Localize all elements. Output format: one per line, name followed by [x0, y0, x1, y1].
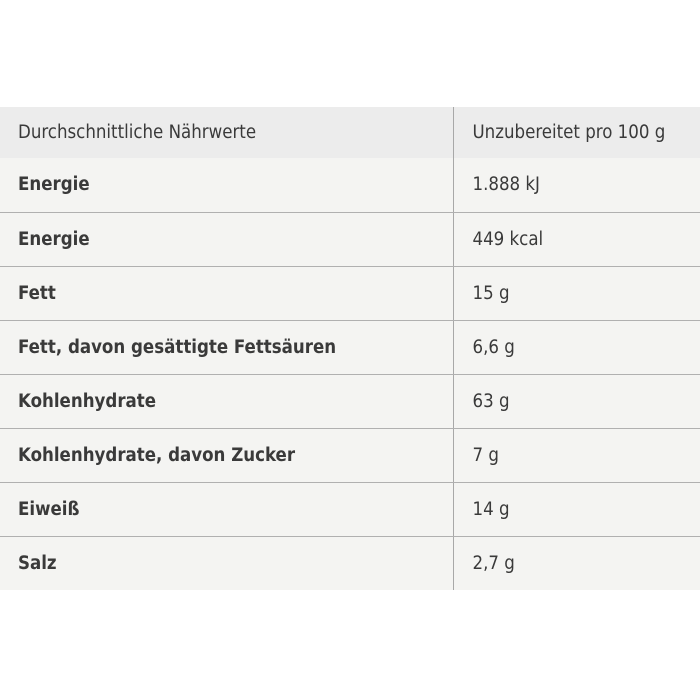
table-row: Eiweiß 14 g — [0, 482, 700, 537]
nutrition-table: Durchschnittliche Nährwerte Unzubereitet… — [0, 107, 700, 590]
nutrient-value: 14 g — [453, 482, 700, 537]
nutrient-value: 15 g — [453, 266, 700, 321]
table-row: Fett 15 g — [0, 266, 700, 321]
nutrient-value: 2,7 g — [453, 536, 700, 590]
nutrient-value: 63 g — [453, 374, 700, 429]
nutrient-value: 1.888 kJ — [453, 158, 700, 213]
nutrient-value: 7 g — [453, 428, 700, 483]
table-row: Kohlenhydrate 63 g — [0, 374, 700, 429]
nutrient-value: 449 kcal — [453, 212, 700, 267]
table-row: Energie 449 kcal — [0, 212, 700, 267]
nutrient-name: Kohlenhydrate, davon Zucker — [0, 428, 454, 483]
nutrient-name: Energie — [0, 158, 454, 213]
nutrient-name: Salz — [0, 536, 454, 590]
nutrient-name: Fett — [0, 266, 454, 321]
header-per-100g: Unzubereitet pro 100 g — [453, 107, 700, 158]
nutrient-name: Energie — [0, 212, 454, 267]
nutrient-value: 6,6 g — [453, 320, 700, 375]
table-row: Kohlenhydrate, davon Zucker 7 g — [0, 428, 700, 483]
table-row: Fett, davon gesättigte Fettsäuren 6,6 g — [0, 320, 700, 375]
nutrient-name: Fett, davon gesättigte Fettsäuren — [0, 320, 454, 375]
table-row: Energie 1.888 kJ — [0, 158, 700, 213]
nutrient-name: Kohlenhydrate — [0, 374, 454, 429]
table-header-row: Durchschnittliche Nährwerte Unzubereitet… — [0, 107, 700, 158]
table-row: Salz 2,7 g — [0, 536, 700, 590]
nutrient-name: Eiweiß — [0, 482, 454, 537]
header-nutrient: Durchschnittliche Nährwerte — [0, 107, 454, 158]
